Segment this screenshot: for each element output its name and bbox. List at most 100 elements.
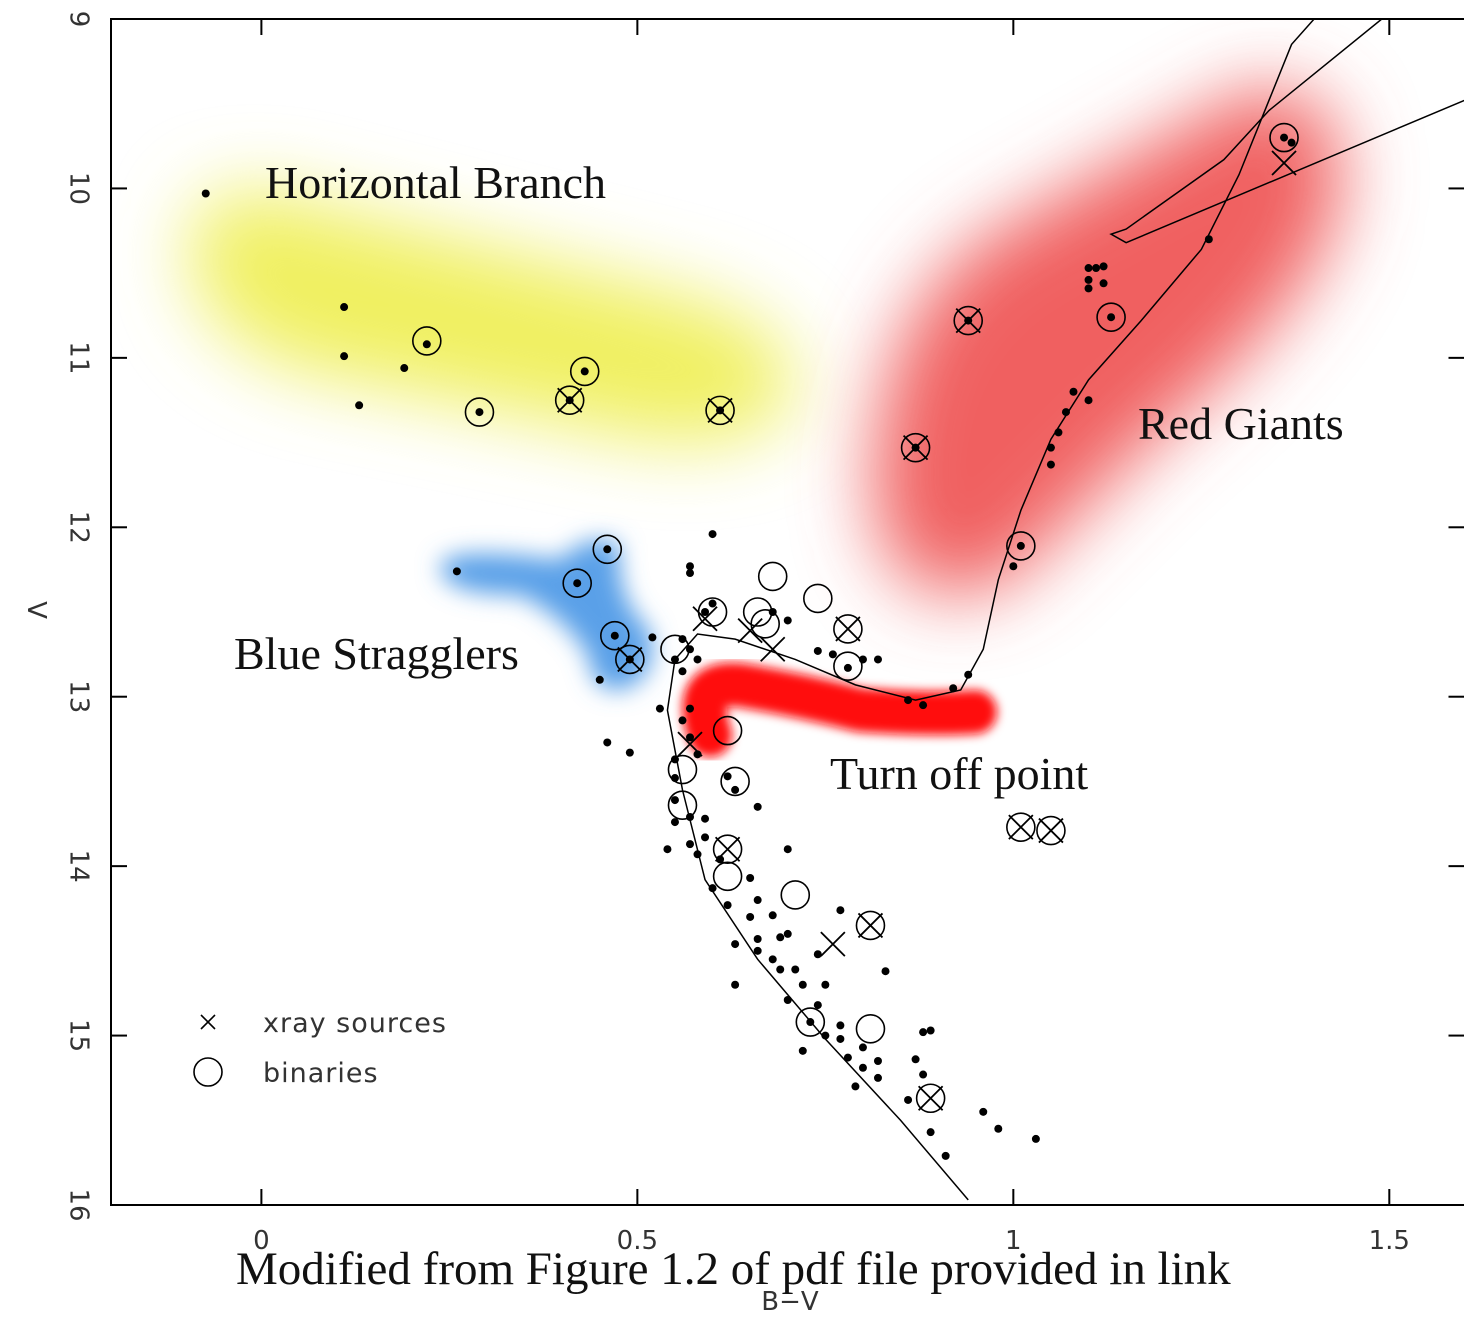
xray-marker bbox=[858, 913, 882, 937]
star-dot bbox=[919, 1028, 927, 1036]
star-dot bbox=[912, 1055, 920, 1063]
turnoff-region bbox=[704, 685, 975, 735]
y-tick-label: 16 bbox=[64, 1188, 94, 1221]
star-dot bbox=[671, 796, 679, 804]
star-dot bbox=[836, 906, 844, 914]
star-dot bbox=[731, 940, 739, 948]
star-dot bbox=[1062, 408, 1070, 416]
star-dot bbox=[1205, 235, 1213, 243]
region-label: Blue Stragglers bbox=[234, 628, 519, 679]
star-dot bbox=[859, 1043, 867, 1051]
legend-marker bbox=[194, 1058, 222, 1086]
star-dot bbox=[1085, 284, 1093, 292]
star-dot bbox=[949, 684, 957, 692]
star-dot bbox=[340, 303, 348, 311]
star-dot bbox=[663, 845, 671, 853]
y-tick-label: 10 bbox=[64, 172, 94, 205]
star-dot bbox=[942, 1152, 950, 1160]
star-dot bbox=[1009, 562, 1017, 570]
star-dot bbox=[694, 850, 702, 858]
y-tick-label: 14 bbox=[64, 850, 94, 883]
star-dot bbox=[400, 364, 408, 372]
star-dot bbox=[1280, 134, 1288, 142]
star-dot bbox=[964, 671, 972, 679]
star-dot bbox=[829, 650, 837, 658]
star-dot bbox=[874, 1057, 882, 1065]
star-dot bbox=[851, 1082, 859, 1090]
legend-marker bbox=[201, 1015, 215, 1029]
star-dot bbox=[701, 833, 709, 841]
star-dot bbox=[453, 567, 461, 575]
star-dot bbox=[874, 655, 882, 663]
star-dot bbox=[844, 1054, 852, 1062]
star-dot bbox=[1100, 262, 1108, 270]
star-dot bbox=[573, 579, 581, 587]
star-dot bbox=[475, 408, 483, 416]
star-dot bbox=[1054, 428, 1062, 436]
star-dot bbox=[814, 647, 822, 655]
caption: Modified from Figure 1.2 of pdf file pro… bbox=[236, 1243, 1231, 1295]
star-dot bbox=[1069, 388, 1077, 396]
y-tick-label: 9 bbox=[64, 11, 94, 28]
star-dot bbox=[355, 401, 363, 409]
star-dot bbox=[769, 911, 777, 919]
star-dot bbox=[746, 913, 754, 921]
legend-label: xray sources bbox=[263, 1008, 447, 1039]
star-dot bbox=[784, 996, 792, 1004]
y-tick-label: 13 bbox=[64, 680, 94, 713]
xray-marker bbox=[1009, 815, 1033, 839]
star-dot bbox=[686, 705, 694, 713]
star-dot bbox=[686, 569, 694, 577]
binary-marker bbox=[759, 562, 787, 590]
chart: V B−V 00.511.5910111213141516xray source… bbox=[0, 0, 1464, 1320]
star-dot bbox=[611, 632, 619, 640]
star-dot bbox=[1107, 313, 1115, 321]
xray-marker bbox=[821, 932, 845, 956]
star-dot bbox=[919, 1071, 927, 1079]
star-dot bbox=[754, 935, 762, 943]
star-dot bbox=[979, 1108, 987, 1116]
star-dot bbox=[776, 933, 784, 941]
star-dot bbox=[799, 981, 807, 989]
star-dot bbox=[769, 955, 777, 963]
star-dot bbox=[648, 633, 656, 641]
star-dot bbox=[754, 896, 762, 904]
star-dot bbox=[709, 600, 717, 608]
star-dot bbox=[1085, 264, 1093, 272]
star-dot bbox=[874, 1074, 882, 1082]
star-dot bbox=[709, 530, 717, 538]
star-dot bbox=[724, 901, 732, 909]
star-dot bbox=[581, 367, 589, 375]
star-dot bbox=[603, 545, 611, 553]
star-dot bbox=[784, 616, 792, 624]
star-dot bbox=[784, 930, 792, 938]
xray-marker bbox=[738, 619, 762, 643]
xray-marker bbox=[919, 1086, 943, 1110]
y-axis-label: V bbox=[21, 601, 51, 619]
star-dot bbox=[1047, 461, 1055, 469]
star-dot bbox=[686, 840, 694, 848]
star-dot bbox=[776, 965, 784, 973]
star-dot bbox=[814, 1001, 822, 1009]
star-dot bbox=[678, 716, 686, 724]
star-dot bbox=[686, 645, 694, 653]
star-dot bbox=[1032, 1135, 1040, 1143]
y-tick-label: 12 bbox=[64, 511, 94, 544]
star-dot bbox=[202, 190, 210, 198]
star-dot bbox=[731, 981, 739, 989]
star-dot bbox=[709, 884, 717, 892]
binary-marker bbox=[714, 862, 742, 890]
legend-label: binaries bbox=[263, 1058, 379, 1089]
star-dot bbox=[791, 965, 799, 973]
star-dot bbox=[596, 676, 604, 684]
star-dot bbox=[806, 1018, 814, 1026]
binary-marker bbox=[856, 1015, 884, 1043]
star-dot bbox=[844, 664, 852, 672]
star-dot bbox=[694, 655, 702, 663]
x-tick-label: 1.5 bbox=[1369, 1226, 1410, 1256]
star-dot bbox=[678, 667, 686, 675]
star-dot bbox=[821, 1032, 829, 1040]
star-dot bbox=[799, 1047, 807, 1055]
star-dot bbox=[1047, 444, 1055, 452]
star-dot bbox=[1092, 264, 1100, 272]
